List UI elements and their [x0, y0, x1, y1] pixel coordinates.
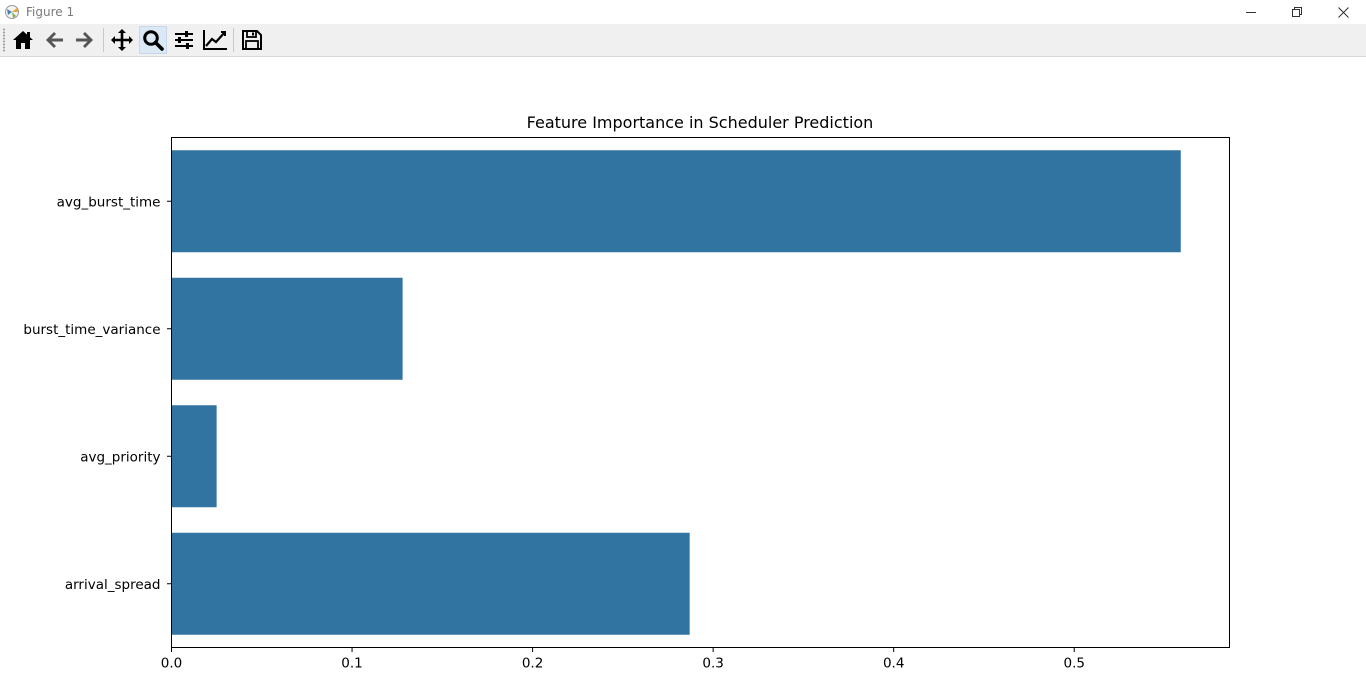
move-icon	[111, 29, 133, 51]
x-tick-label: 0.5	[1063, 656, 1084, 672]
sliders-icon	[175, 31, 193, 49]
x-axis: 0.0 0.1 0.2 0.3 0.4 0.5	[161, 647, 1085, 672]
bars-group	[171, 150, 1181, 635]
chart-title: Feature Importance in Scheduler Predicti…	[527, 113, 874, 132]
y-tick-label: burst_time_variance	[23, 322, 160, 338]
floppy-disk-icon	[242, 30, 262, 50]
minimize-icon	[1246, 12, 1256, 13]
x-tick-label: 0.4	[883, 656, 904, 672]
configure-subplots-button[interactable]	[170, 26, 198, 54]
magnifier-icon	[143, 30, 164, 51]
arrow-left-icon	[46, 32, 63, 48]
y-axis: avg_burst_time burst_time_variance avg_pri…	[23, 194, 172, 593]
bar-avg_priority	[171, 405, 217, 508]
plot-frame	[171, 137, 1230, 648]
zoom-button[interactable]	[139, 26, 167, 54]
x-tick-label: 0.2	[522, 656, 543, 672]
y-tick-label: avg_burst_time	[57, 194, 161, 210]
close-button[interactable]	[1320, 0, 1366, 24]
bar-arrival_spread	[171, 532, 690, 635]
minimize-button[interactable]	[1228, 0, 1274, 24]
restore-button[interactable]	[1274, 0, 1320, 24]
matplotlib-app-icon	[4, 4, 20, 20]
back-button[interactable]	[40, 26, 68, 54]
bar-burst_time_variance	[171, 277, 403, 380]
chart-canvas: Feature Importance in Scheduler Predicti…	[23, 113, 1230, 672]
save-button[interactable]	[238, 26, 266, 54]
bar-avg_burst_time	[171, 150, 1181, 253]
navigation-toolbar	[0, 24, 1366, 57]
toolbar-separator	[233, 28, 234, 52]
restore-icon	[1292, 7, 1302, 17]
forward-button[interactable]	[71, 26, 99, 54]
x-tick-label: 0.0	[161, 656, 182, 672]
close-icon	[1337, 6, 1349, 18]
title-bar: Figure 1	[0, 0, 1366, 24]
toolbar-separator	[103, 28, 104, 52]
y-tick-label: arrival_spread	[65, 577, 161, 593]
arrow-right-icon	[76, 32, 93, 48]
edit-axis-button[interactable]	[201, 26, 229, 54]
x-tick-label: 0.3	[702, 656, 723, 672]
y-tick-label: avg_priority	[80, 449, 160, 465]
x-tick-label: 0.1	[341, 656, 362, 672]
window-title: Figure 1	[26, 5, 75, 19]
home-button[interactable]	[9, 26, 37, 54]
line-chart-icon	[203, 30, 227, 50]
home-icon	[13, 31, 33, 49]
toolbar-grip	[3, 28, 5, 52]
pan-button[interactable]	[108, 26, 136, 54]
